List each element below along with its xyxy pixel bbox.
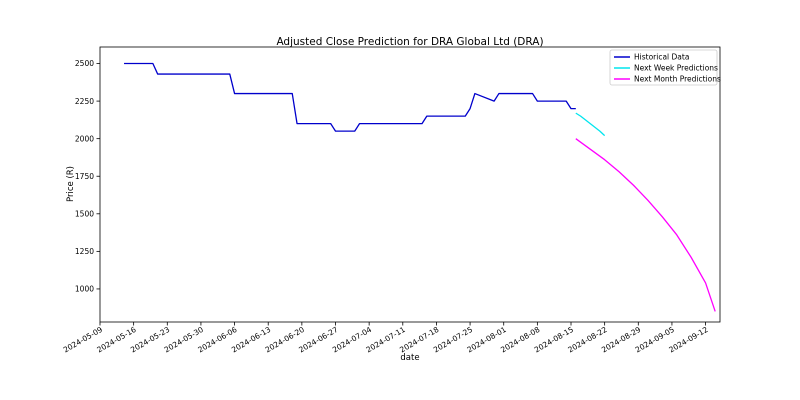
plot-frame [99,46,721,323]
y-tick-label: 2250 [75,97,94,106]
y-tick-label: 1750 [75,172,94,181]
series-line-2 [575,112,606,137]
legend-label-2: Next Week Predictions [634,64,718,73]
y-tick-label: 2500 [75,59,94,68]
series-line-3 [575,138,716,312]
chart-title: Adjusted Close Prediction for DRA Global… [276,36,543,48]
x-axis: 2024-05-092024-05-162024-05-232024-05-30… [62,322,710,355]
y-tick-label: 1000 [75,285,94,294]
legend-label-1: Historical Data [634,53,689,62]
y-axis: 1000 1250 1500 1750 2000 2250 2500 [75,59,100,294]
y-tick-label: 1250 [75,247,94,256]
legend-label-3: Next Month Predictions [634,75,721,84]
y-tick-label: 1500 [75,210,94,219]
plot-area [124,62,716,312]
y-axis-label: Price (R) [66,166,76,202]
legend: Historical Data Next Week Predictions Next… [609,49,721,86]
x-axis-label: date [400,353,419,363]
y-tick-label: 2000 [75,134,94,143]
series-line-1 [124,62,576,132]
legend-box [609,49,718,86]
